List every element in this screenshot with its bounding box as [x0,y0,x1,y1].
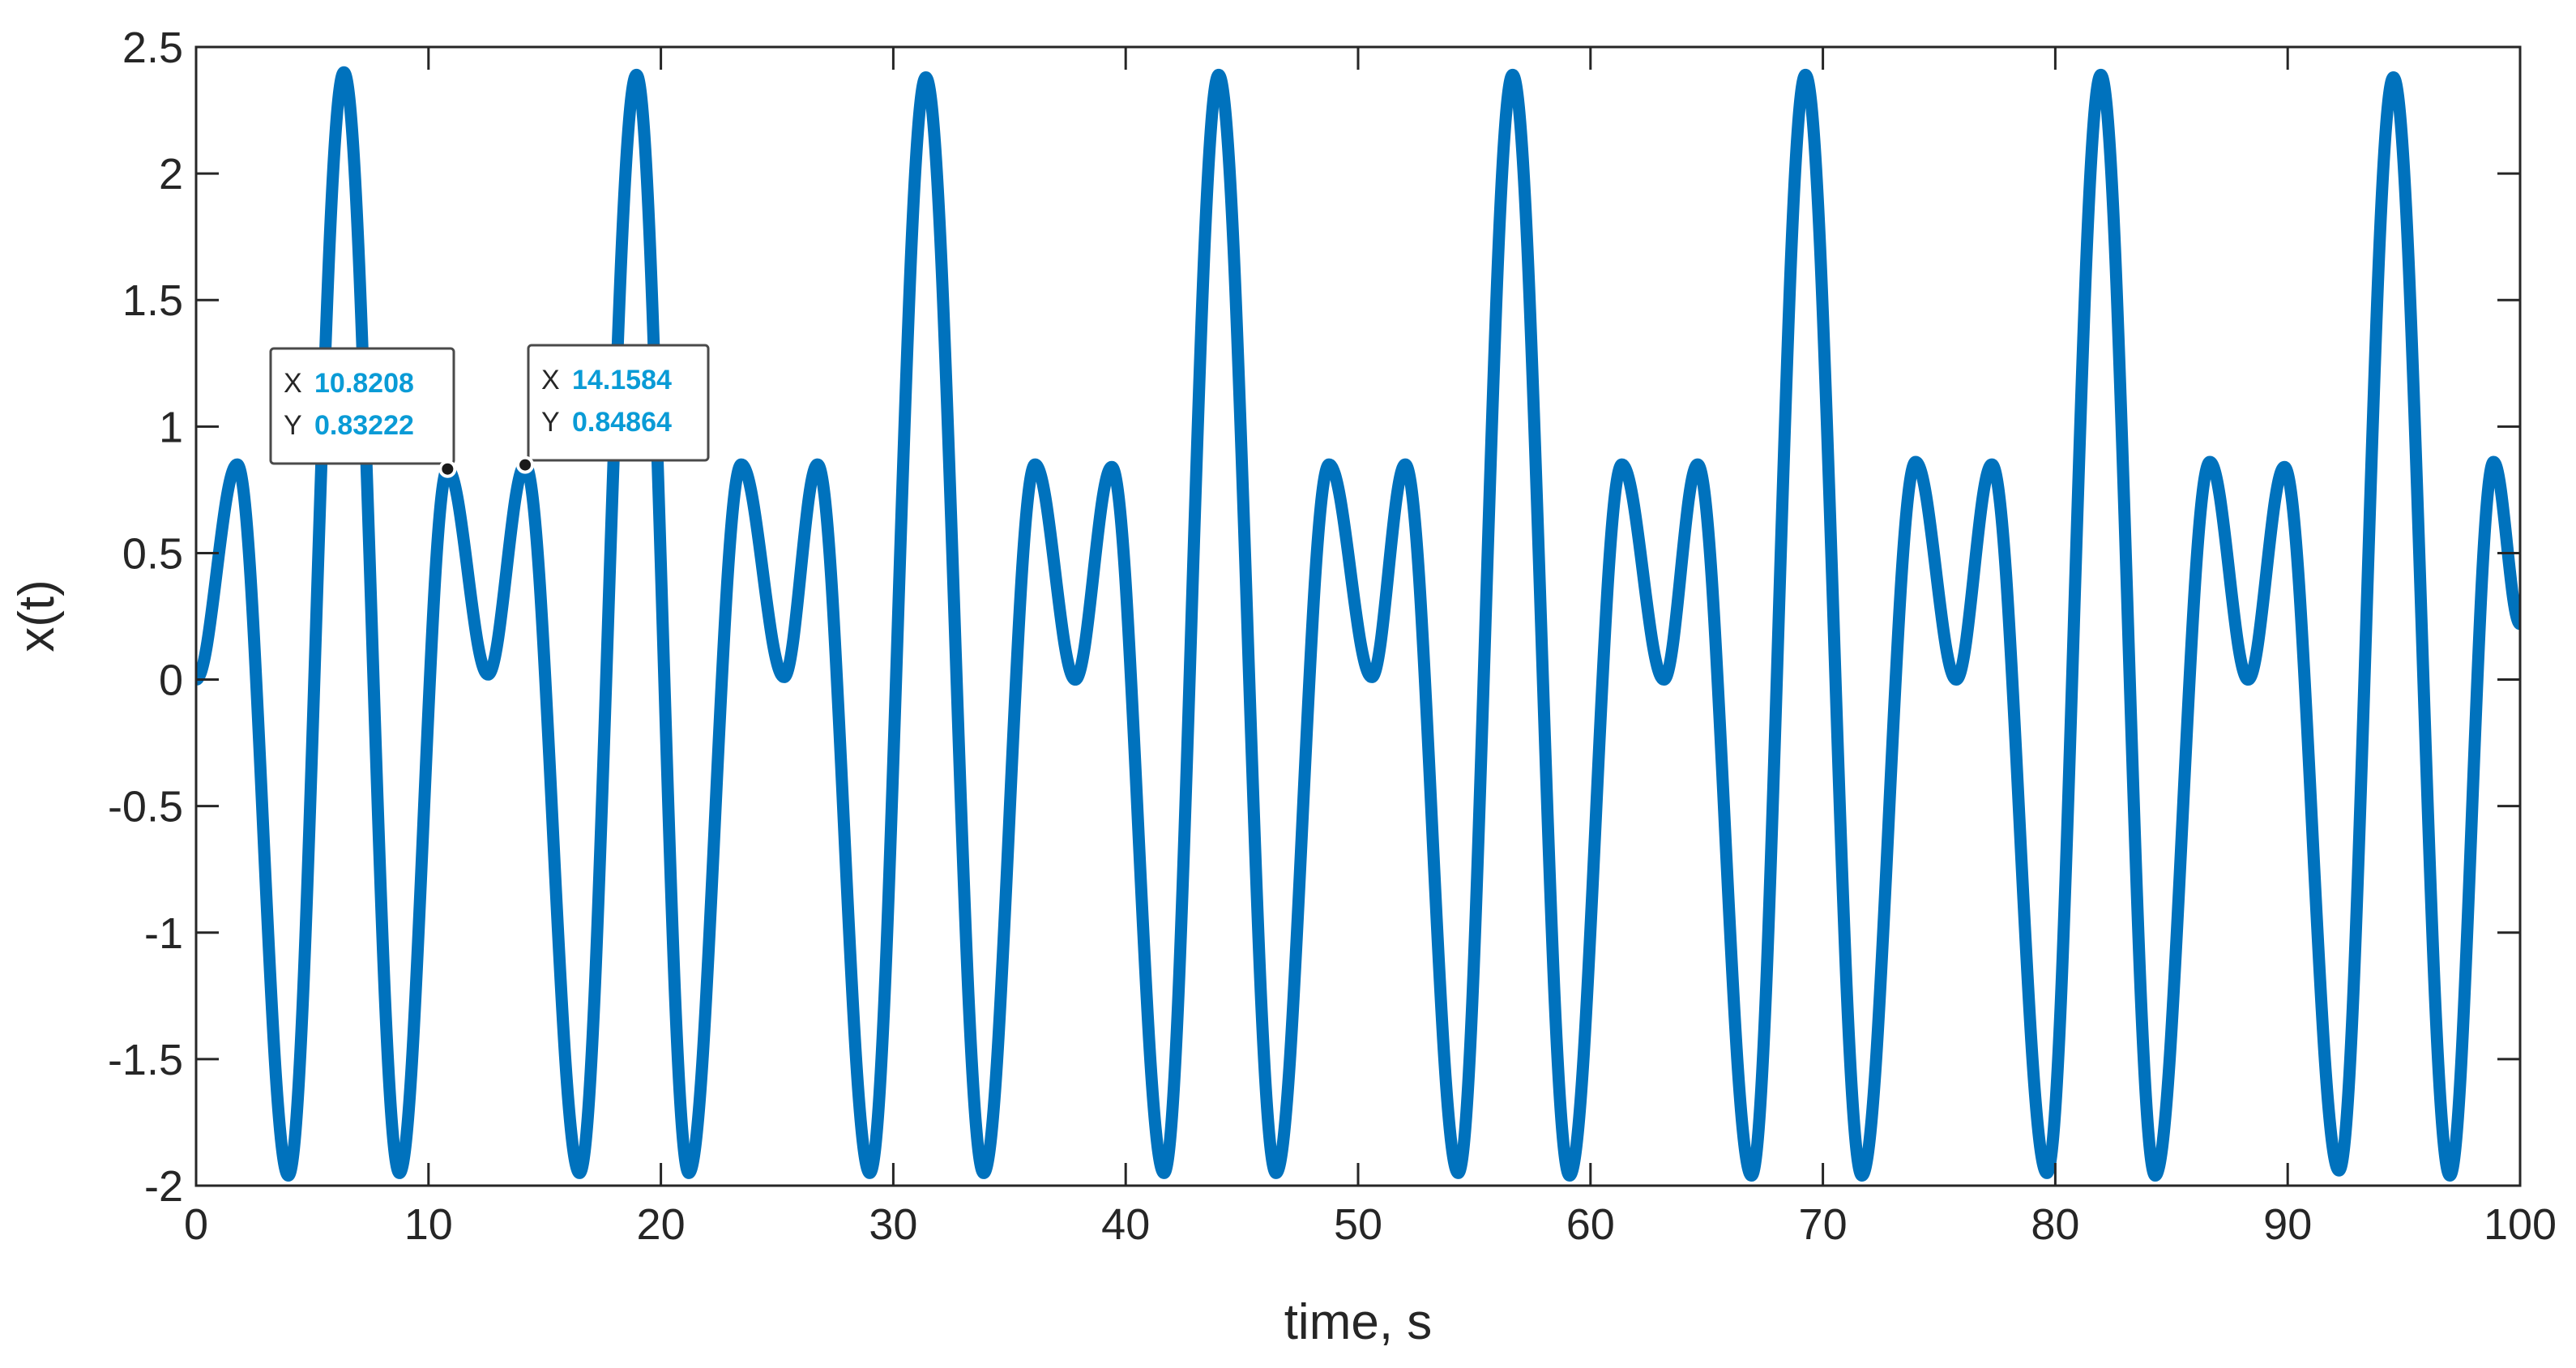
x-tick-label: 80 [2031,1200,2079,1249]
x-tick-label: 40 [1101,1200,1150,1249]
x-axis-label: time, s [1284,1294,1433,1350]
y-tick-label: 1.5 [122,276,183,325]
y-tick-label: -2 [144,1162,183,1211]
y-tick-label: 2 [159,150,183,199]
x-tick-label: 60 [1566,1200,1615,1249]
datatip[interactable]: X 10.8208 Y 0.83222 [269,347,457,478]
y-axis-label: x(t) [9,579,65,652]
datatip-marker[interactable] [438,460,457,478]
x-tick-label: 20 [637,1200,686,1249]
y-axis-ticks: -2 -1.5 -1 -0.5 0 0.5 1 1.5 2 2.5 [108,24,2520,1211]
datatip-y-value: 0.84864 [572,407,672,438]
datatip-y-key: Y [284,410,302,441]
x-tick-label: 50 [1334,1200,1382,1249]
datatip-marker[interactable] [516,455,535,474]
x-tick-label: 100 [2484,1200,2557,1249]
x-tick-label: 10 [404,1200,453,1249]
y-tick-label: 2.5 [122,24,183,72]
y-tick-label: -1 [144,909,183,958]
datatips-layer: X 10.8208 Y 0.83222 X 14.1584 Y 0.84864 [269,344,710,478]
datatip-box [527,344,710,462]
datatip-y-key: Y [541,407,560,438]
y-tick-label: 0.5 [122,529,183,578]
series-layer [196,66,2520,1182]
datatip-box [269,347,455,465]
datatip-x-key: X [284,368,302,399]
x-tick-label: 0 [184,1200,208,1249]
x-axis-ticks: 0 10 20 30 40 50 60 70 80 90 100 [184,47,2557,1249]
y-tick-label: -0.5 [108,783,183,831]
datatip-y-value: 0.83222 [314,410,414,441]
datatip-x-value: 10.8208 [314,368,414,399]
datatip-x-value: 14.1584 [572,365,672,395]
x-tick-label: 90 [2263,1200,2312,1249]
y-tick-label: 1 [159,403,183,451]
series-line-1 [196,66,2520,1182]
x-tick-label: 30 [869,1200,917,1249]
datatip[interactable]: X 14.1584 Y 0.84864 [516,344,710,474]
y-tick-label: 0 [159,656,183,705]
x-tick-label: 70 [1799,1200,1848,1249]
datatip-x-key: X [541,365,560,395]
y-tick-label: -1.5 [108,1036,183,1084]
